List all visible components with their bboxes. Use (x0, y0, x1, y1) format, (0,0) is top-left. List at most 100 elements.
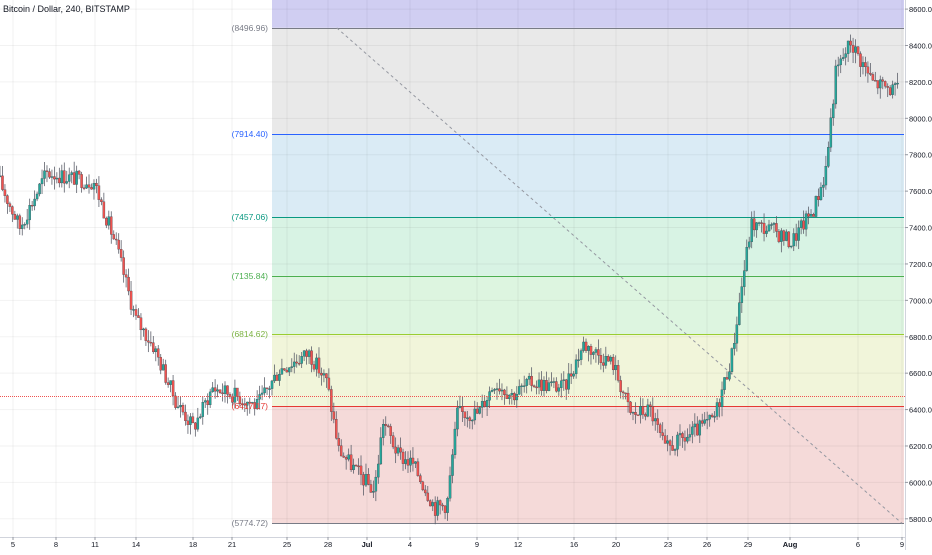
candle-body (273, 374, 276, 382)
candle-body (589, 346, 593, 355)
y-tick-label-5: 6800.00 (909, 333, 932, 342)
candle-body (40, 178, 44, 185)
candle-body (58, 177, 61, 184)
fib-zone-1 (272, 27, 904, 134)
candle-body (686, 436, 689, 442)
candle-body (644, 414, 647, 417)
candle-body (206, 400, 209, 406)
candle-body (325, 373, 328, 379)
candle-body (290, 366, 294, 368)
candle-body (159, 357, 162, 371)
candle-body (631, 412, 635, 414)
candle-body (604, 356, 608, 366)
candle-body (671, 445, 674, 451)
candle-body (132, 309, 135, 311)
x-axis[interactable]: 5 8 11 14 18 21 25 28 Jul 4 9 12 16 20 23 26 29 Aug 6 9 (0, 537, 905, 550)
candle-body (320, 372, 323, 376)
fib-label-0: (8496.96) (232, 23, 269, 33)
candle-body (426, 492, 430, 501)
candle-body (807, 213, 810, 217)
x-tick-label-9: 4 (408, 540, 412, 549)
candle-body (335, 419, 338, 439)
candle-body (794, 233, 798, 241)
candle-body (255, 399, 259, 409)
candle-body (327, 377, 331, 390)
fib-label-2: (7457.06) (232, 212, 269, 222)
candle-body (609, 356, 613, 362)
y-axis[interactable]: 5800.00 6000.00 6200.00 6400.00 6600.00 6800.… (905, 0, 932, 550)
candle-body (819, 187, 823, 200)
candle-body (817, 196, 820, 200)
candle-body (228, 394, 232, 397)
candle-body (275, 374, 279, 381)
trend-line (336, 27, 903, 524)
candle-body (181, 404, 185, 413)
candle-body (424, 489, 427, 494)
candle-body (846, 40, 850, 54)
candle-body (560, 380, 563, 388)
candle-body (708, 414, 711, 420)
candle-body (458, 406, 462, 409)
candle-body (616, 365, 620, 381)
candle-body (666, 440, 669, 444)
candle-body (95, 183, 98, 186)
candle-body (720, 389, 724, 407)
candle-body (117, 239, 120, 250)
candle-body (28, 205, 31, 221)
candle-body (658, 424, 662, 433)
candle-body (201, 402, 205, 417)
candle-body (196, 417, 200, 430)
candle-body (48, 171, 51, 178)
candle-body (23, 224, 26, 226)
candle-body (67, 174, 71, 182)
y-axis-background (905, 0, 932, 550)
candle-body (886, 86, 889, 88)
candle-body (883, 81, 887, 87)
candle-body (300, 356, 303, 364)
candle-body (471, 419, 474, 422)
candle-body (241, 403, 244, 405)
candle-body (411, 457, 415, 464)
candle-body (152, 342, 155, 353)
candle-body (535, 386, 538, 389)
candle-body (466, 417, 469, 419)
candle-body (765, 230, 768, 234)
candle-body (295, 361, 298, 364)
candle-body (161, 364, 165, 371)
candle-body (179, 404, 182, 408)
candle-body (315, 357, 318, 370)
candle-body (421, 481, 425, 491)
fib-lines (272, 28, 904, 524)
candle-body (651, 406, 655, 422)
candle-body (599, 355, 603, 363)
candle-body (804, 213, 808, 230)
candle-body (755, 222, 758, 231)
candle-body (809, 214, 813, 217)
candle-body (448, 475, 452, 499)
candle-body (696, 423, 699, 436)
candle-body (129, 290, 133, 310)
candle-body (530, 375, 533, 386)
candle-body (797, 227, 800, 241)
candle-body (312, 364, 316, 370)
candle-body (545, 380, 548, 391)
candle-body (263, 387, 266, 394)
candle-body (540, 379, 543, 391)
candle-body (213, 387, 217, 392)
candle-body (562, 379, 566, 381)
candle-body (869, 72, 872, 75)
candle-body (584, 341, 588, 351)
candle-body (372, 491, 375, 493)
y-tick-label-1: 6000.00 (909, 478, 932, 487)
candle-body (441, 504, 444, 507)
candle-body (866, 66, 870, 74)
candle-body (347, 454, 350, 460)
candle-body (1, 175, 4, 190)
candle-body (174, 395, 177, 408)
fib-label-5: (6417.17) (232, 401, 269, 411)
candle-body (463, 411, 467, 419)
y-tick-label-8: 7400.00 (909, 224, 932, 233)
candle-body (572, 373, 575, 377)
